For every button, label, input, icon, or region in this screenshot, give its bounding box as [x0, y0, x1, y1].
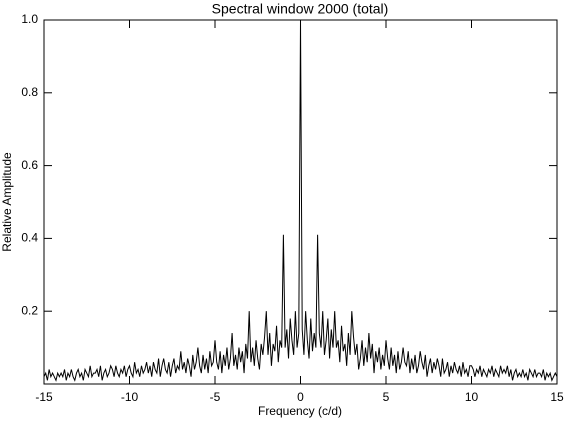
x-tick-label: -10: [121, 390, 139, 404]
x-tick-label: -15: [35, 390, 53, 404]
x-tick-label: 10: [465, 390, 479, 404]
spectrum-line: [43, 19, 558, 382]
y-tick-label: 0.4: [21, 231, 38, 245]
y-tick-label: 0.8: [21, 85, 38, 99]
chart-title: Spectral window 2000 (total): [212, 1, 389, 17]
x-tick-label: 5: [383, 390, 390, 404]
x-tick-label: -5: [210, 390, 221, 404]
x-tick-label: 15: [550, 390, 564, 404]
x-tick-label: 0: [297, 390, 304, 404]
x-axis-label: Frequency (c/d): [258, 404, 342, 418]
y-axis-label: Relative Amplitude: [0, 152, 14, 252]
y-tick-label: 0.2: [21, 303, 38, 317]
y-tick-label: 1.0: [21, 12, 38, 26]
y-tick-label: 0.6: [21, 158, 38, 172]
